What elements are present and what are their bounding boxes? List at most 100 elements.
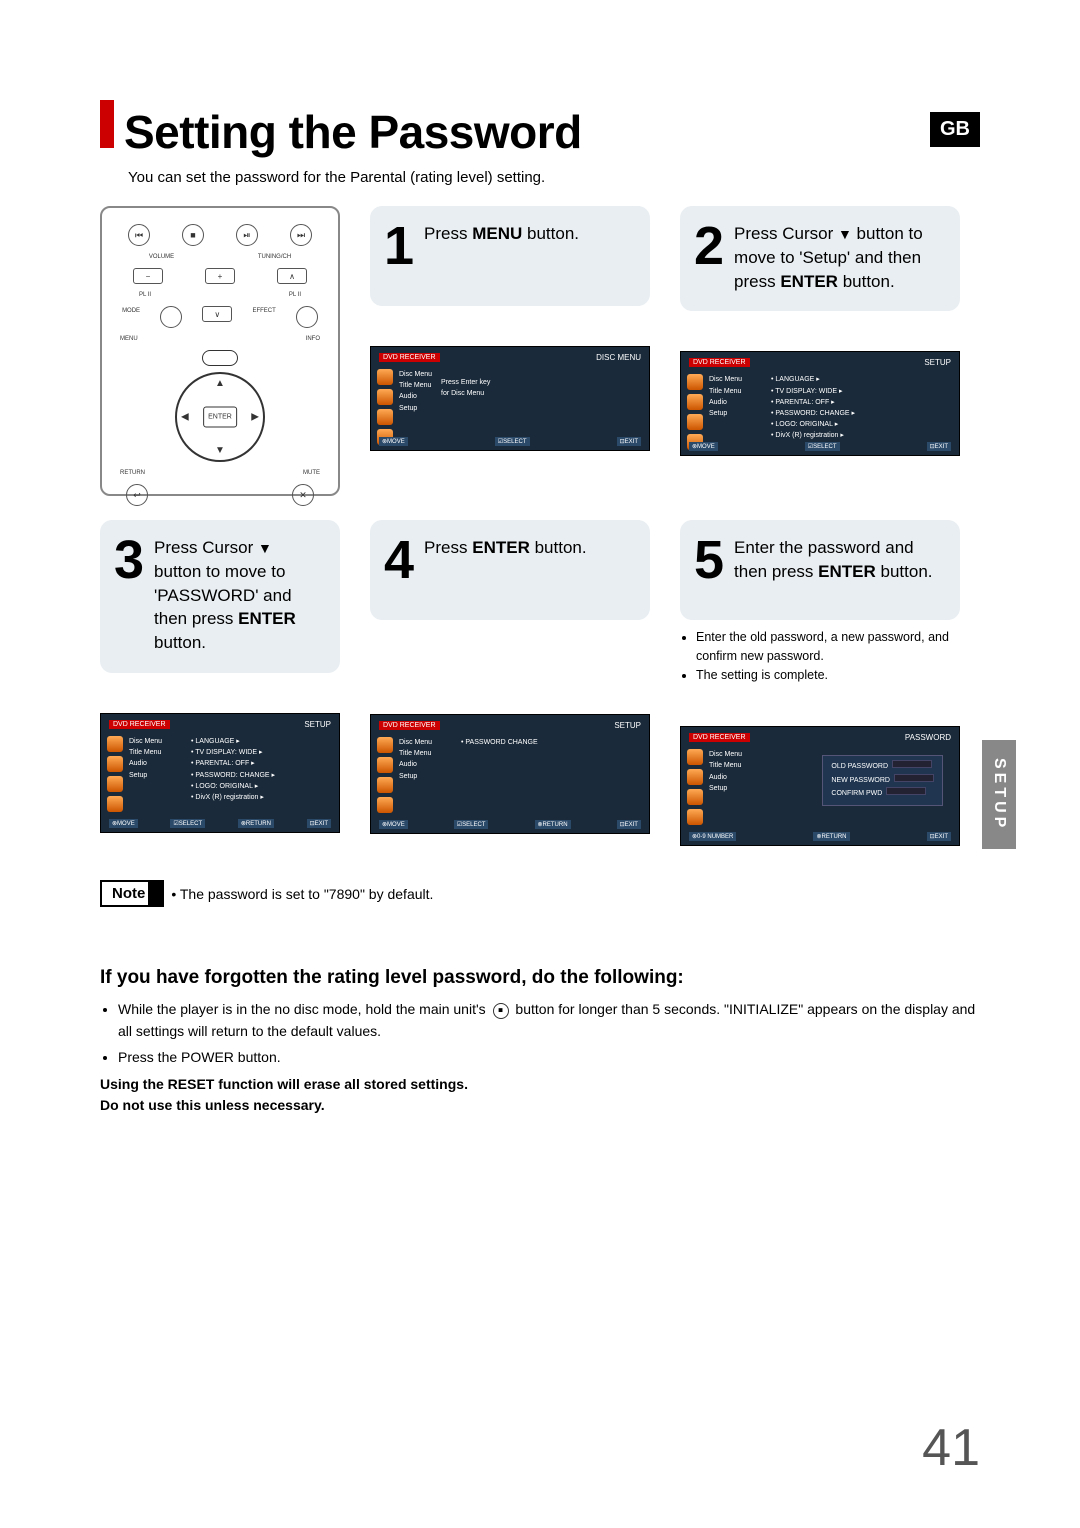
circle-button-b [296, 306, 318, 328]
step-1-t1: Press [424, 224, 472, 243]
s4-icon-0 [377, 737, 393, 753]
screen3-bottom: ⊗MOVE ☑SELECT ⊗RETURN ⊡EXIT [109, 819, 331, 828]
screen5-bottom: ⊗0-9 NUMBER ⊗RETURN ⊡EXIT [689, 832, 951, 841]
s4-b1: ☑SELECT [454, 820, 489, 829]
dpad-down-icon: ▼ [215, 445, 225, 456]
s5-icon-1 [687, 769, 703, 785]
screen1-side-labels: Disc Menu Title Menu Audio Setup [399, 369, 432, 414]
screen2-sidebar [687, 374, 703, 450]
page-subtitle: You can set the password for the Parenta… [128, 169, 980, 186]
step-4-enter-word: ENTER [472, 538, 530, 557]
dpad-right-icon: ▶ [251, 412, 259, 423]
screen5-topright: PASSWORD [905, 733, 951, 742]
warn-line-2: Do not use this unless necessary. [100, 1095, 980, 1116]
new-password-row: NEW PASSWORD [831, 774, 934, 788]
s3-b3: ⊡EXIT [307, 819, 331, 828]
screen1-b1: ☑SELECT [495, 437, 530, 446]
s4-m0: • PASSWORD CHANGE [461, 737, 538, 748]
step-3-t1: Press Cursor [154, 538, 258, 557]
step-5-note-1: Enter the old password, a new password, … [696, 628, 958, 666]
page-number: 41 [922, 1418, 980, 1478]
s3-icon-0 [107, 736, 123, 752]
s5-b1: ⊗RETURN [813, 832, 849, 841]
s5-icon-0 [687, 749, 703, 765]
screen1-label-2: Audio [399, 391, 432, 402]
screen-step-3: DVD RECEIVER SETUP Disc Menu Title Menu … [100, 713, 340, 833]
audio-icon [377, 409, 393, 425]
note-badge: Note [100, 880, 157, 907]
screen3-sidebar [107, 736, 123, 812]
forgot-list: While the player is in the no disc mode,… [100, 999, 980, 1068]
dpad-left-icon: ◀ [181, 412, 189, 423]
screen4-side-labels: Disc Menu Title Menu Audio Setup [399, 737, 432, 782]
screen2-menu: • LANGUAGE ▸ • TV DISPLAY: WIDE ▸ • PARE… [771, 374, 855, 441]
screen-step-1: DVD RECEIVER DISC MENU Disc Menu Title M… [370, 346, 650, 451]
forgot-1a: While the player is in the no disc mode,… [118, 1001, 490, 1017]
step-2-text: Press Cursor ▼ button to move to 'Setup'… [734, 222, 942, 293]
s3-b0: ⊗MOVE [109, 819, 138, 828]
s3-m5: • DivX (R) registration ▸ [191, 792, 275, 803]
step-5-note-2: The setting is complete. [696, 666, 958, 685]
s4-sl3: Setup [399, 771, 432, 782]
stop-button-icon [493, 1003, 509, 1019]
step-4-t1: Press [424, 538, 472, 557]
title-accent-bar [100, 100, 114, 148]
s4-icon-2 [377, 777, 393, 793]
s5-sl2: Audio [709, 772, 742, 783]
step-2-number: 2 [694, 222, 724, 271]
screen1-center2: for Disc Menu [441, 388, 490, 399]
step-5-card: 5 Enter the password and then press ENTE… [680, 520, 960, 620]
s4-sl2: Audio [399, 759, 432, 770]
prev-icon: ⏮ [128, 224, 150, 246]
step-2-enter-word: ENTER [780, 272, 838, 291]
s3-sl2: Audio [129, 758, 162, 769]
s3-b1: ☑SELECT [170, 819, 205, 828]
s2-icon-1 [687, 394, 703, 410]
screen1-header: DVD RECEIVER [379, 353, 440, 362]
s3-m0: • LANGUAGE ▸ [191, 736, 275, 747]
screen2-side-labels: Disc Menu Title Menu Audio Setup [709, 374, 742, 419]
step-3-text: Press Cursor ▼ button to move to 'PASSWO… [154, 536, 322, 655]
s5-sl1: Title Menu [709, 760, 742, 771]
screen-step-5: DVD RECEIVER PASSWORD Disc Menu Title Me… [680, 726, 960, 846]
screen5-side-labels: Disc Menu Title Menu Audio Setup [709, 749, 742, 794]
dpad-up-icon: ▲ [215, 378, 225, 389]
tuning-label: TUNING/CH [258, 254, 291, 260]
note-text: • The password is set to "7890" by defau… [171, 886, 433, 902]
s4-b0: ⊗MOVE [379, 820, 408, 829]
cursor-down-icon-3: ▼ [258, 539, 272, 559]
s3-m1: • TV DISPLAY: WIDE ▸ [191, 747, 275, 758]
step-4-card: 4 Press ENTER button. [370, 520, 650, 620]
return-button: ↩ [126, 484, 148, 506]
mute-label: MUTE [303, 470, 320, 476]
screen-step-2: DVD RECEIVER SETUP Disc Menu Title Menu … [680, 351, 960, 456]
info-label: INFO [306, 336, 320, 342]
page-title: Setting the Password [124, 105, 582, 159]
step-5-t3: button. [876, 562, 933, 581]
step-3-enter-word: ENTER [238, 609, 296, 628]
step-3-number: 3 [114, 536, 144, 585]
ch-down-button: ∨ [202, 306, 232, 322]
s3-m4: • LOGO: ORIGINAL ▸ [191, 781, 275, 792]
s5-sl0: Disc Menu [709, 749, 742, 760]
s5-icon-2 [687, 789, 703, 805]
s2-icon-2 [687, 414, 703, 430]
remote-illustration: ⏮ ■ ⏯ ⏭ VOLUME TUNING/CH − + ∧ PL II [100, 206, 340, 496]
reset-warning: Using the RESET function will erase all … [100, 1074, 980, 1116]
screen5-header: DVD RECEIVER [689, 733, 750, 742]
s2-b0: ⊗MOVE [689, 442, 718, 451]
s2-m1: • TV DISPLAY: WIDE ▸ [771, 386, 855, 397]
ch-up-button: ∧ [277, 268, 307, 284]
s5-sl3: Setup [709, 783, 742, 794]
s4-icon-1 [377, 757, 393, 773]
step-5-text: Enter the password and then press ENTER … [734, 536, 942, 584]
step-1-card: 1 Press MENU button. [370, 206, 650, 306]
s2-m3: • PASSWORD: CHANGE ▸ [771, 408, 855, 419]
step-4-number: 4 [384, 536, 414, 585]
screen1-label-1: Title Menu [399, 380, 432, 391]
s2-m4: • LOGO: ORIGINAL ▸ [771, 419, 855, 430]
step-1-text: Press MENU button. [424, 222, 579, 246]
dpad: ▲ ▼ ◀ ▶ [175, 372, 265, 462]
confirm-password-row: CONFIRM PWD [831, 787, 934, 801]
pl2-label-a: PL II [139, 292, 151, 298]
